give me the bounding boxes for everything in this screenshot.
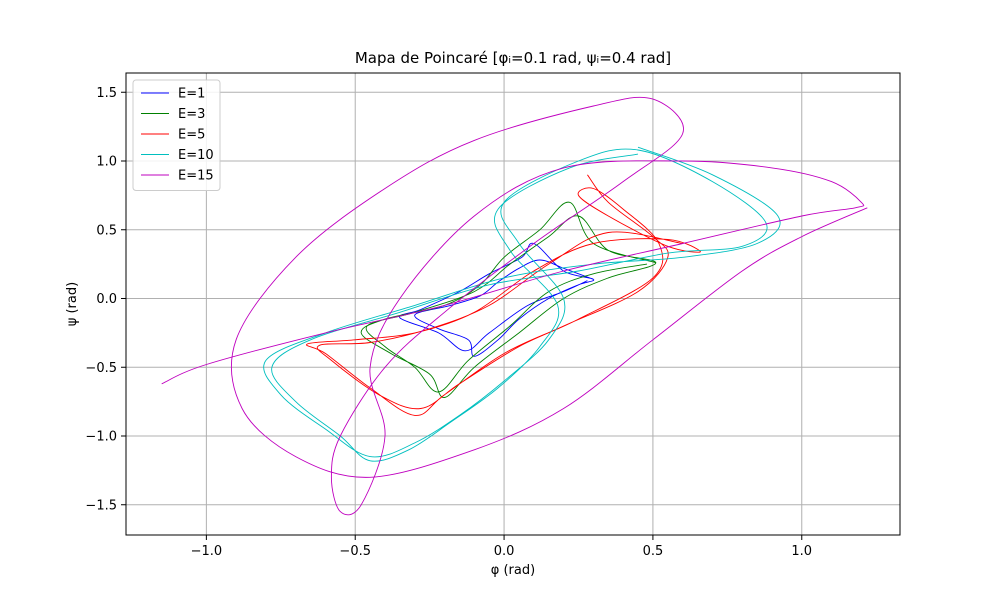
legend-label: E=3: [178, 107, 205, 122]
x-tick-label: 1.0: [791, 544, 812, 559]
y-tick-label: −0.5: [85, 361, 117, 376]
x-tick-label: −0.5: [339, 544, 371, 559]
x-tick-label: 0.0: [494, 544, 515, 559]
y-tick-label: 0.5: [96, 223, 117, 238]
y-tick-label: 0.0: [96, 292, 117, 307]
y-tick-label: −1.0: [85, 430, 117, 445]
ticks: −1.0 −0.5 0.0 0.5 1.0 −1.5 −1.0 −0.5 0.0 0.5 1.0 1.…: [85, 86, 812, 559]
x-tick-label: −1.0: [191, 544, 223, 559]
series-line-4: [263, 146, 781, 462]
series-layer: [161, 96, 868, 516]
legend-label: E=15: [178, 169, 214, 184]
legend-label: E=10: [178, 148, 214, 163]
series-line-3: [306, 174, 701, 416]
plot-frame: [125, 72, 901, 536]
chart-title: Mapa de Poincaré [φᵢ=0.1 rad, ψᵢ=0.4 rad…: [355, 49, 671, 67]
series-line-5: [161, 96, 868, 516]
x-tick-label: 0.5: [643, 544, 664, 559]
x-axis-label: φ (rad): [491, 563, 535, 578]
series-line-2: [360, 201, 657, 398]
y-tick-label: 1.5: [96, 86, 117, 101]
grid: [126, 73, 900, 535]
legend-box: [132, 79, 221, 191]
legend-label: E=1: [178, 87, 205, 102]
y-tick-label: 1.0: [96, 155, 117, 170]
y-tick-label: −1.5: [85, 498, 117, 513]
series-line-1: [399, 242, 595, 357]
legend: E=1 E=3 E=5 E=10 E=15: [132, 79, 221, 191]
y-axis-label: ψ (rad): [65, 282, 80, 326]
legend-label: E=5: [178, 128, 205, 143]
